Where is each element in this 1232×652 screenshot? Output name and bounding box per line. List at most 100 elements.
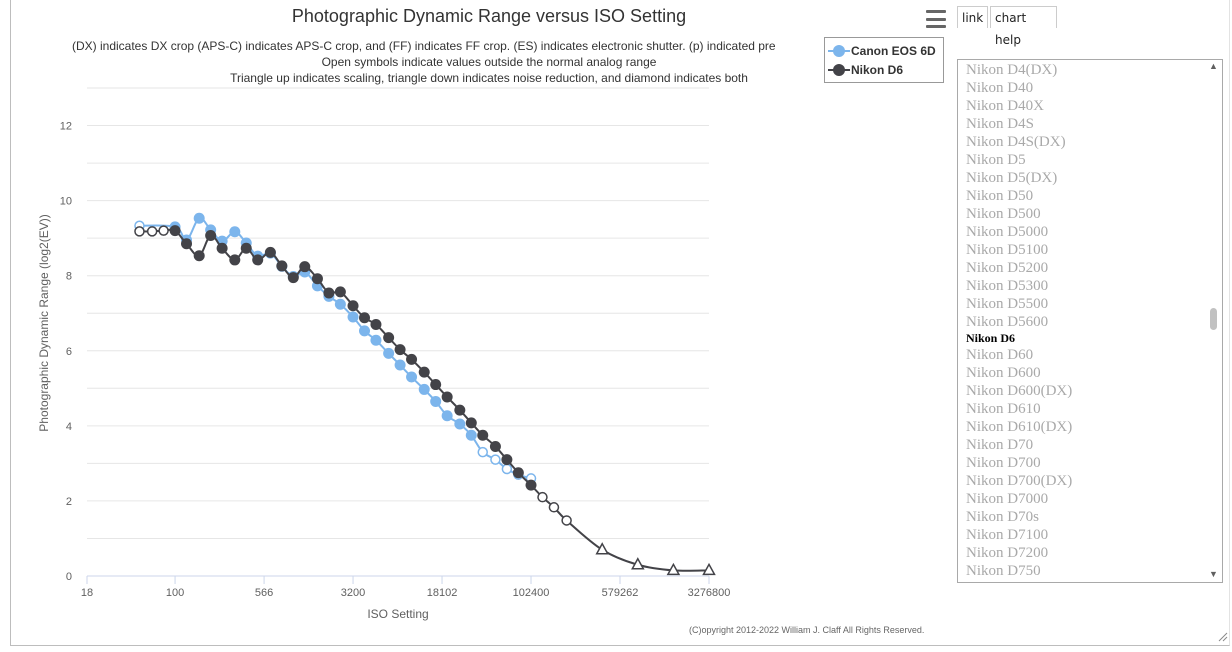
data-point-nikon-d6-37[interactable] (595, 542, 609, 555)
data-point-nikon-d6-13[interactable] (287, 272, 299, 284)
data-point-nikon-d6-31[interactable] (501, 454, 513, 466)
camera-option-nikon-d50[interactable]: Nikon D50 (966, 188, 1034, 204)
data-point-nikon-d6-22[interactable] (394, 344, 406, 356)
data-point-nikon-d6-32[interactable] (512, 467, 524, 479)
data-point-canon-eos-6d-29[interactable] (501, 463, 513, 475)
data-point-nikon-d6-5[interactable] (193, 250, 205, 262)
data-point-nikon-d6-35[interactable] (548, 502, 560, 513)
link-button[interactable]: link (957, 6, 988, 28)
data-point-nikon-d6-29[interactable] (477, 429, 489, 441)
camera-option-nikon-d7100[interactable]: Nikon D7100 (966, 527, 1049, 543)
camera-option-nikon-d5[interactable]: Nikon D5 (966, 152, 1026, 168)
data-point-nikon-d6-26[interactable] (441, 391, 453, 403)
camera-option-nikon-d700[interactable]: Nikon D700 (966, 455, 1041, 471)
data-point-canon-eos-6d-26[interactable] (465, 429, 477, 441)
camera-option-nikon-d5-dx[interactable]: Nikon D5(DX) (966, 170, 1058, 186)
data-point-canon-eos-6d-27[interactable] (477, 446, 488, 458)
scroll-up-arrow-icon[interactable]: ▲ (1209, 61, 1218, 71)
data-point-nikon-d6-27[interactable] (454, 404, 466, 416)
data-point-nikon-d6-2[interactable] (158, 225, 169, 236)
data-point-canon-eos-6d-20[interactable] (394, 359, 406, 371)
scroll-thumb[interactable] (1210, 308, 1217, 330)
data-point-canon-eos-6d-18[interactable] (370, 334, 382, 346)
data-point-nikon-d6-39[interactable] (666, 562, 681, 576)
data-point-nikon-d6-7[interactable] (216, 242, 228, 254)
data-point-nikon-d6-9[interactable] (240, 242, 252, 254)
data-point-nikon-d6-25[interactable] (430, 379, 442, 391)
data-point-nikon-d6-10[interactable] (252, 254, 264, 266)
data-point-nikon-d6-4[interactable] (181, 238, 193, 250)
legend-item-nikon-d6[interactable]: Nikon D6 (828, 62, 904, 78)
data-point-nikon-d6-12[interactable] (276, 260, 288, 272)
camera-option-nikon-d610[interactable]: Nikon D610 (966, 401, 1041, 417)
data-point-nikon-d6-34[interactable] (537, 491, 548, 503)
camera-option-nikon-d7200[interactable]: Nikon D7200 (966, 545, 1049, 561)
hamburger-menu-icon[interactable] (926, 10, 946, 28)
data-point-canon-eos-6d-17[interactable] (359, 325, 371, 337)
data-point-nikon-d6-11[interactable] (264, 246, 276, 258)
data-point-nikon-d6-6[interactable] (205, 230, 217, 242)
data-point-canon-eos-6d-21[interactable] (406, 371, 418, 383)
legend-label-nikon-d6: Nikon D6 (851, 63, 904, 77)
data-point-nikon-d6-33[interactable] (525, 479, 537, 491)
data-point-nikon-d6-21[interactable] (383, 332, 395, 344)
data-point-nikon-d6-19[interactable] (359, 312, 371, 324)
camera-option-nikon-d4-dx[interactable]: Nikon D4(DX) (966, 62, 1058, 78)
camera-option-nikon-d40x[interactable]: Nikon D40X (966, 98, 1044, 114)
data-point-canon-eos-6d-28[interactable] (490, 454, 501, 465)
list-scrollbar[interactable]: ▲ ▼ (1205, 60, 1222, 582)
data-point-canon-eos-6d-23[interactable] (430, 395, 442, 407)
camera-option-nikon-d700-dx[interactable]: Nikon D700(DX) (966, 473, 1073, 489)
camera-option-nikon-d5100[interactable]: Nikon D5100 (966, 242, 1049, 258)
camera-option-nikon-d70s[interactable]: Nikon D70s (966, 509, 1039, 525)
camera-option-nikon-d70[interactable]: Nikon D70 (966, 437, 1034, 453)
data-point-canon-eos-6d-15[interactable] (334, 298, 346, 310)
data-point-nikon-d6-23[interactable] (406, 353, 418, 365)
data-point-nikon-d6-8[interactable] (229, 254, 241, 266)
camera-option-nikon-d600-dx[interactable]: Nikon D600(DX) (966, 383, 1073, 399)
data-point-canon-eos-6d-16[interactable] (347, 311, 359, 323)
camera-option-nikon-d610-dx[interactable]: Nikon D610(DX) (966, 419, 1073, 435)
camera-option-nikon-d4s-dx[interactable]: Nikon D4S(DX) (966, 134, 1066, 150)
scroll-down-arrow-icon[interactable]: ▼ (1209, 569, 1218, 579)
data-point-nikon-d6-18[interactable] (347, 300, 359, 312)
data-point-nikon-d6-30[interactable] (489, 440, 501, 452)
camera-option-nikon-d7000[interactable]: Nikon D7000 (966, 491, 1049, 507)
data-point-canon-eos-6d-24[interactable] (441, 410, 453, 422)
resize-grip-icon[interactable] (1218, 632, 1228, 642)
camera-option-nikon-d5500[interactable]: Nikon D5500 (966, 296, 1049, 312)
data-point-nikon-d6-14[interactable] (299, 261, 311, 273)
data-point-nikon-d6-36[interactable] (561, 515, 572, 526)
camera-option-nikon-d5300[interactable]: Nikon D5300 (966, 278, 1049, 294)
data-point-nikon-d6-0[interactable] (134, 226, 145, 237)
data-point-nikon-d6-3[interactable] (169, 225, 181, 237)
data-point-nikon-d6-24[interactable] (418, 366, 430, 378)
data-point-canon-eos-6d-3[interactable] (193, 212, 205, 224)
camera-option-nikon-d5600[interactable]: Nikon D5600 (966, 314, 1049, 330)
chart-help-button[interactable]: chart help (990, 6, 1057, 47)
data-point-nikon-d6-28[interactable] (465, 417, 477, 429)
data-point-canon-eos-6d-25[interactable] (454, 418, 466, 430)
data-point-canon-eos-6d-22[interactable] (418, 383, 430, 395)
data-point-nikon-d6-15[interactable] (311, 273, 323, 285)
data-point-nikon-d6-20[interactable] (370, 318, 382, 330)
camera-option-nikon-d60[interactable]: Nikon D60 (966, 347, 1034, 363)
data-point-nikon-d6-38[interactable] (631, 557, 645, 570)
series-layer (134, 212, 716, 576)
data-point-nikon-d6-16[interactable] (323, 287, 335, 299)
camera-option-nikon-d6[interactable]: Nikon D6 (966, 331, 1016, 345)
camera-select-list[interactable]: Nikon D4(DX) Nikon D40 Nikon D40X Nikon D4S… (957, 59, 1223, 583)
camera-option-nikon-d5000[interactable]: Nikon D5000 (966, 224, 1049, 240)
camera-option-nikon-d4s[interactable]: Nikon D4S (966, 116, 1034, 132)
data-point-nikon-d6-17[interactable] (334, 286, 346, 298)
camera-option-nikon-d600[interactable]: Nikon D600 (966, 365, 1041, 381)
camera-option-nikon-d750[interactable]: Nikon D750 (966, 563, 1041, 579)
legend-item-canon-eos-6d[interactable]: Canon EOS 6D (828, 43, 936, 59)
data-point-nikon-d6-40[interactable] (702, 562, 716, 576)
data-point-canon-eos-6d-6[interactable] (229, 226, 241, 238)
camera-option-nikon-d500[interactable]: Nikon D500 (966, 206, 1041, 222)
data-point-nikon-d6-1[interactable] (146, 226, 158, 237)
data-point-canon-eos-6d-19[interactable] (383, 347, 395, 359)
camera-option-nikon-d40[interactable]: Nikon D40 (966, 80, 1034, 96)
camera-option-nikon-d5200[interactable]: Nikon D5200 (966, 260, 1049, 276)
